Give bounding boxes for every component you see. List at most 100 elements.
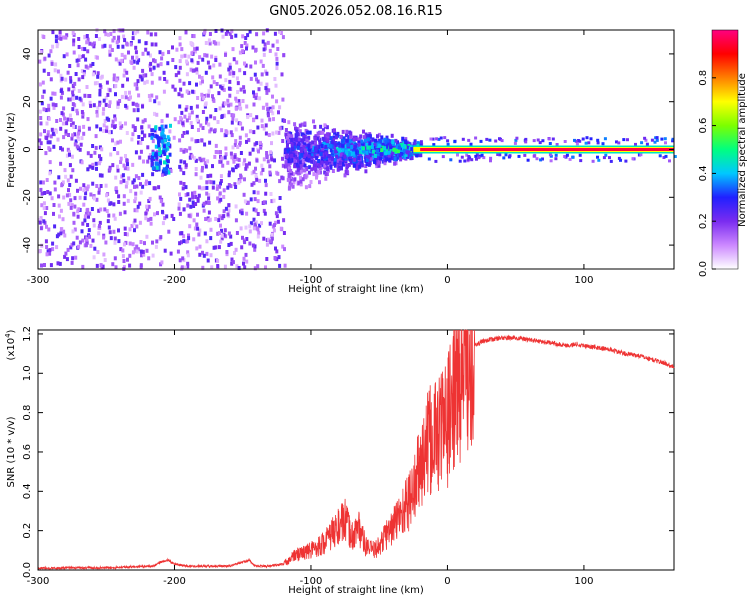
spectrogram-cell: [246, 33, 250, 38]
spectrogram-cell: [187, 54, 191, 59]
spectrogram-cell: [139, 149, 143, 154]
spectrogram-cell: [66, 247, 70, 252]
spectrogram-cell: [317, 159, 321, 163]
spectrogram-cell: [59, 208, 63, 213]
spectrogram-cell: [56, 69, 60, 74]
spectrogram-cell: [300, 138, 304, 143]
spectrogram-cell: [292, 144, 296, 149]
spectrogram-cell: [345, 129, 349, 134]
spectrogram-cell: [181, 256, 185, 261]
spectrogram-cell: [66, 147, 70, 152]
spectrogram-cell: [284, 147, 288, 152]
spectrogram-cell: [231, 260, 235, 265]
spectrogram-cell: [394, 138, 398, 143]
spectrogram-cell: [206, 258, 210, 263]
spectrogram-cell: [108, 104, 111, 108]
spectrogram-cell: [214, 55, 218, 60]
spectrogram-cell: [196, 226, 200, 231]
spectrogram-cell: [59, 73, 63, 78]
spectrogram-cell: [178, 192, 181, 197]
spectrogram-cell: [98, 100, 102, 105]
spectrogram-cell: [282, 231, 286, 235]
spectrogram-cell: [71, 107, 75, 112]
spectrogram-cell: [364, 146, 368, 151]
spectrogram-cell: [131, 162, 135, 167]
spectrogram-cell: [123, 232, 127, 236]
spectrogram-cell: [304, 185, 308, 190]
spectrogram-cell: [104, 96, 108, 101]
spectrogram-cell: [220, 128, 224, 133]
spectrogram-cell: [92, 218, 96, 223]
spectrogram-cell: [191, 195, 195, 200]
spectrogram-cell: [102, 107, 106, 112]
spectrogram-cell: [40, 101, 44, 106]
spectrogram-cell: [276, 219, 280, 224]
spectrogram-cell: [252, 226, 256, 231]
spectrogram-cell: [279, 31, 283, 35]
snr-plot: -300 -200 -100 0 100 0.00.20.40.60.81.01.2 H…: [4, 326, 675, 596]
spectrogram-cell: [367, 162, 371, 167]
spectrogram-cell: [55, 245, 59, 250]
spectrogram-cell: [224, 31, 228, 36]
spectrogram-cell: [314, 147, 318, 152]
spectrogram-cell: [243, 158, 247, 163]
spectrogram-cell: [328, 158, 332, 163]
spectrogram-cell: [291, 146, 294, 151]
spectrogram-cell: [103, 207, 107, 212]
spectrogram-cell: [45, 178, 49, 182]
spectrogram-cell: [70, 203, 74, 208]
spectrogram-cell: [547, 137, 551, 141]
spectrogram-cell: [389, 142, 393, 147]
spectrogram-cell: [47, 72, 51, 76]
spectrogram-cell: [299, 182, 303, 187]
spectrogram-cell: [377, 143, 381, 148]
spectrogram-cell: [74, 139, 78, 144]
spectrogram-cell: [51, 30, 55, 35]
spectrogram-cell: [105, 125, 109, 130]
spectrogram-cell: [275, 249, 279, 254]
spectrogram-cell: [643, 136, 647, 140]
spectrogram-cell: [392, 147, 396, 152]
spectrogram-cell: [71, 102, 75, 107]
spectrogram-cell: [101, 111, 105, 116]
spectrogram-cell: [76, 214, 80, 219]
spectrogram-cell: [260, 163, 264, 168]
spectrogram-cell: [197, 193, 201, 198]
spectrogram-cell: [171, 84, 175, 89]
spectrogram-cell: [141, 249, 145, 254]
spectrogram-cell: [44, 151, 48, 156]
spectrogram-cell: [233, 143, 237, 147]
spectrogram-cell: [54, 103, 58, 108]
spectrogram-cell: [218, 191, 222, 196]
spectrogram-cell: [340, 138, 344, 143]
spectrogram-cell: [116, 104, 120, 109]
spectrogram-cell: [173, 87, 177, 92]
spectrogram-cell: [334, 142, 338, 147]
spectrogram-cell: [165, 113, 169, 118]
spectrogram-cell: [224, 52, 227, 57]
spectrogram-cell: [62, 229, 66, 234]
spectrogram-cell: [214, 217, 218, 221]
spectrogram-cell: [474, 136, 478, 140]
spectrogram-cell: [62, 106, 66, 111]
spectrogram-cell: [175, 47, 179, 52]
spectrogram-cell: [384, 153, 388, 158]
spectrogram-cell: [265, 242, 269, 247]
spectrogram-cell: [195, 117, 199, 122]
spectrogram-cell: [216, 258, 220, 263]
spectrogram-cell: [137, 93, 141, 98]
spectrogram-cell: [275, 130, 279, 135]
spectrogram-cell: [416, 141, 420, 146]
spectrogram-cell: [138, 74, 142, 79]
spectrogram-cell: [368, 159, 372, 164]
spectrogram-cell: [348, 152, 352, 157]
spectrogram-cell: [312, 172, 316, 177]
spectrogram-cell: [141, 119, 145, 124]
spectrogram-cell: [81, 238, 85, 243]
spectrogram-cell: [319, 130, 323, 135]
spectrogram-cell: [308, 147, 311, 152]
spectrogram-cell: [140, 253, 143, 258]
spectrogram-cell: [69, 79, 73, 84]
spectrogram-cell: [141, 184, 145, 189]
